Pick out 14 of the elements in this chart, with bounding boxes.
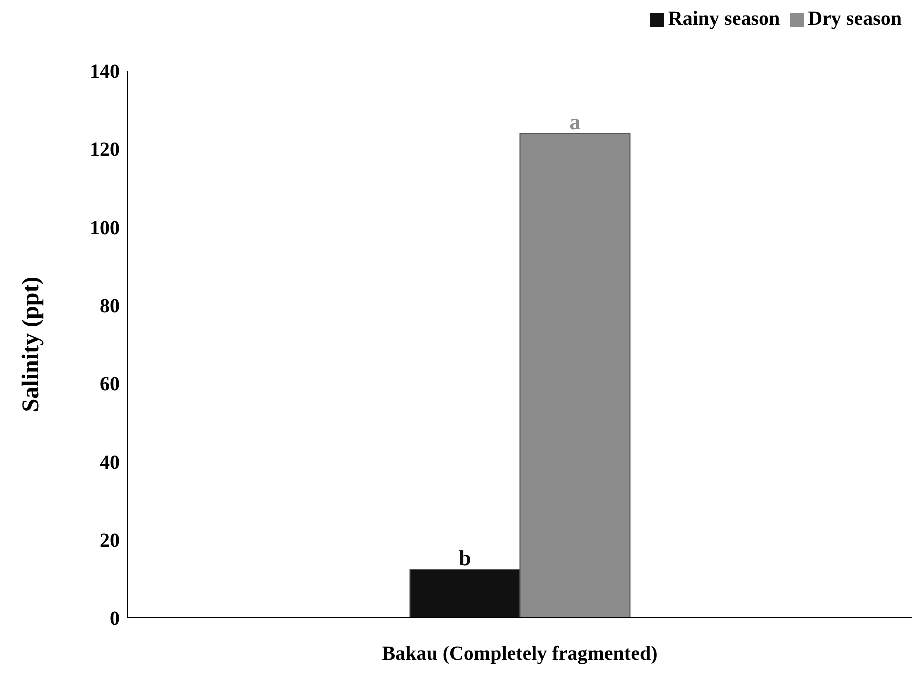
legend-label: Rainy season	[668, 8, 780, 30]
x-tick-label: Bakau (Completely fragmented)	[382, 643, 658, 665]
annotation: b	[459, 546, 472, 571]
y-tick-label: 60	[100, 374, 120, 396]
y-tick-label: 100	[90, 217, 120, 240]
y-tick-label: 40	[100, 452, 120, 474]
annotation: a	[570, 110, 581, 135]
y-tick-label: 80	[100, 296, 120, 318]
y-tick-label: 20	[100, 530, 120, 552]
legend-label: Dry season	[808, 8, 902, 30]
y-axis-title: Salinity (ppt)	[18, 276, 45, 412]
y-tick-label: 120	[90, 139, 120, 162]
y-tick-label: 140	[90, 61, 120, 84]
y-tick-label: 0	[110, 608, 120, 630]
